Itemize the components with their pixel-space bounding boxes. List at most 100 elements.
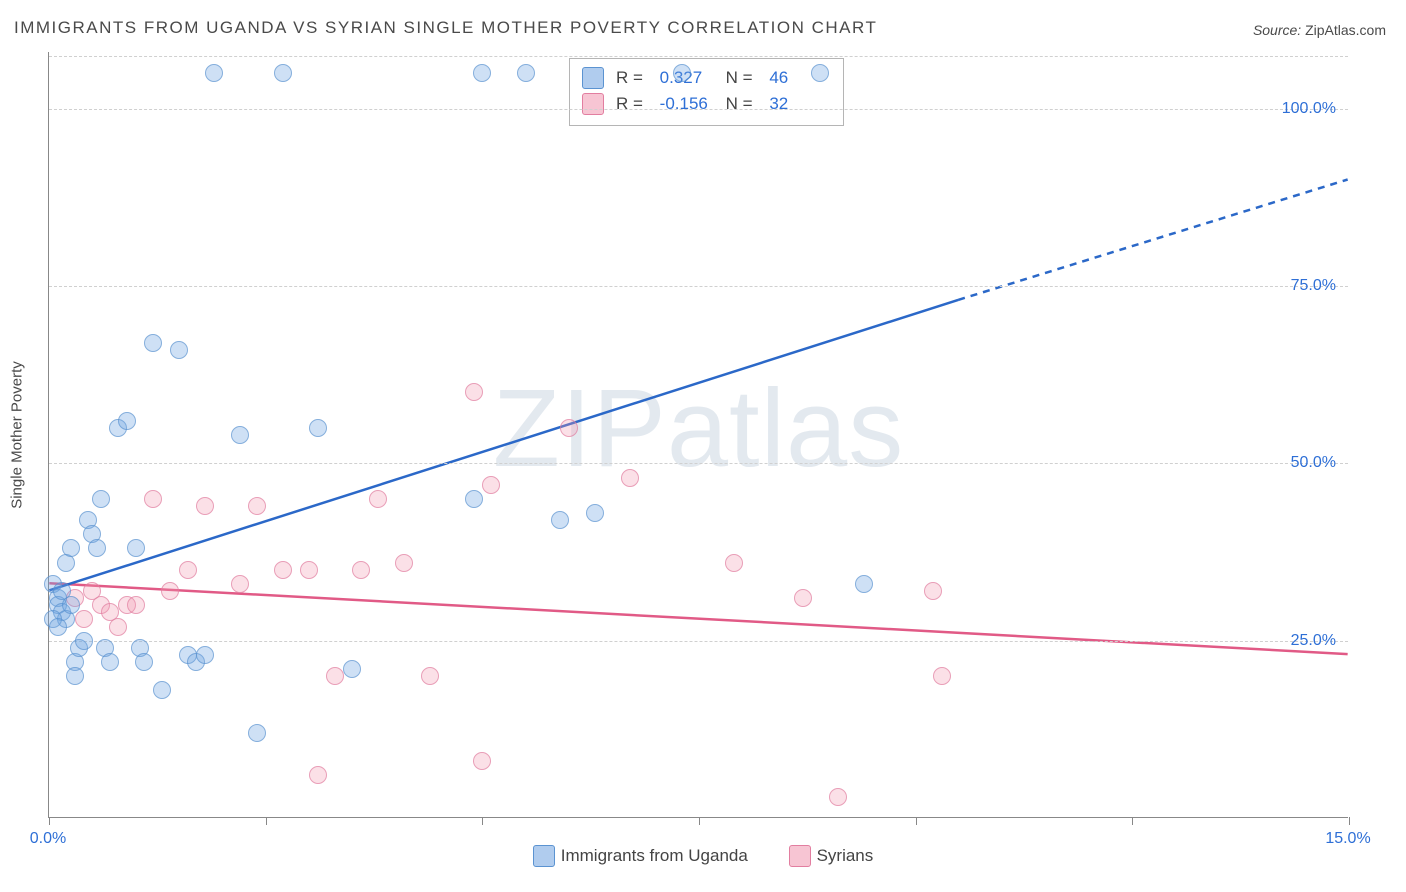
data-point [274,64,292,82]
x-tick [916,817,917,825]
x-tick [699,817,700,825]
data-point [829,788,847,806]
gridline [49,109,1348,110]
data-point [811,64,829,82]
data-point [196,497,214,515]
series-legend: Immigrants from Uganda Syrians [0,845,1406,872]
r-label: R = [616,91,643,117]
n-label: N = [726,65,753,91]
gridline [49,463,1348,464]
gridline [49,56,1348,57]
x-tick-label: 0.0% [30,830,66,848]
data-point [92,490,110,508]
legend-row-b: R = -0.156 N = 32 [582,91,829,117]
data-point [482,476,500,494]
data-point [517,64,535,82]
data-point [300,561,318,579]
gridline [49,286,1348,287]
x-tick-label: 15.0% [1325,830,1370,848]
x-tick [49,817,50,825]
data-point [231,426,249,444]
legend-row-a: R = 0.327 N = 46 [582,65,829,91]
data-point [248,724,266,742]
swatch-pink-icon [789,845,811,867]
n-label: N = [726,91,753,117]
data-point [101,653,119,671]
y-tick-label: 75.0% [1291,277,1336,295]
data-point [62,596,80,614]
watermark-suffix: atlas [667,367,904,490]
gridline [49,641,1348,642]
series-a-name: Immigrants from Uganda [561,846,748,866]
y-tick-label: 50.0% [1291,454,1336,472]
watermark: ZIPatlas [493,365,904,492]
data-point [75,610,93,628]
source-attribution: Source: ZipAtlas.com [1253,22,1386,38]
data-point [88,539,106,557]
data-point [62,539,80,557]
data-point [551,511,569,529]
data-point [231,575,249,593]
x-tick [1132,817,1133,825]
data-point [725,554,743,572]
data-point [326,667,344,685]
data-point [560,419,578,437]
data-point [161,582,179,600]
data-point [855,575,873,593]
swatch-blue-icon [533,845,555,867]
data-point [395,554,413,572]
data-point [673,64,691,82]
r-value-b: -0.156 [660,91,720,117]
data-point [309,419,327,437]
data-point [49,618,67,636]
data-point [621,469,639,487]
data-point [135,653,153,671]
data-point [421,667,439,685]
data-point [127,596,145,614]
watermark-prefix: ZIP [493,367,667,490]
scatter-chart: ZIPatlas Single Mother Poverty R = 0.327… [48,52,1348,818]
data-point [473,752,491,770]
data-point [933,667,951,685]
data-point [794,589,812,607]
source-label: Source: [1253,22,1301,38]
swatch-blue-icon [582,67,604,89]
data-point [352,561,370,579]
data-point [179,561,197,579]
x-tick [482,817,483,825]
y-axis-title: Single Mother Poverty [9,361,26,509]
r-label: R = [616,65,643,91]
data-point [248,497,266,515]
chart-title: IMMIGRANTS FROM UGANDA VS SYRIAN SINGLE … [14,18,877,38]
data-point [196,646,214,664]
n-value-b: 32 [769,91,829,117]
data-point [465,490,483,508]
data-point [75,632,93,650]
legend-item-a: Immigrants from Uganda [533,845,748,867]
swatch-pink-icon [582,93,604,115]
data-point [343,660,361,678]
y-tick-label: 25.0% [1291,632,1336,650]
legend-item-b: Syrians [789,845,874,867]
x-tick [1349,817,1350,825]
source-value: ZipAtlas.com [1305,22,1386,38]
data-point [473,64,491,82]
data-point [144,490,162,508]
x-tick [266,817,267,825]
data-point [127,539,145,557]
y-tick-label: 100.0% [1282,100,1336,118]
data-point [586,504,604,522]
data-point [153,681,171,699]
data-point [170,341,188,359]
correlation-legend: R = 0.327 N = 46 R = -0.156 N = 32 [569,58,844,126]
data-point [924,582,942,600]
data-point [309,766,327,784]
data-point [465,383,483,401]
data-point [369,490,387,508]
data-point [144,334,162,352]
data-point [205,64,223,82]
data-point [109,618,127,636]
data-point [66,667,84,685]
data-point [118,412,136,430]
data-point [274,561,292,579]
